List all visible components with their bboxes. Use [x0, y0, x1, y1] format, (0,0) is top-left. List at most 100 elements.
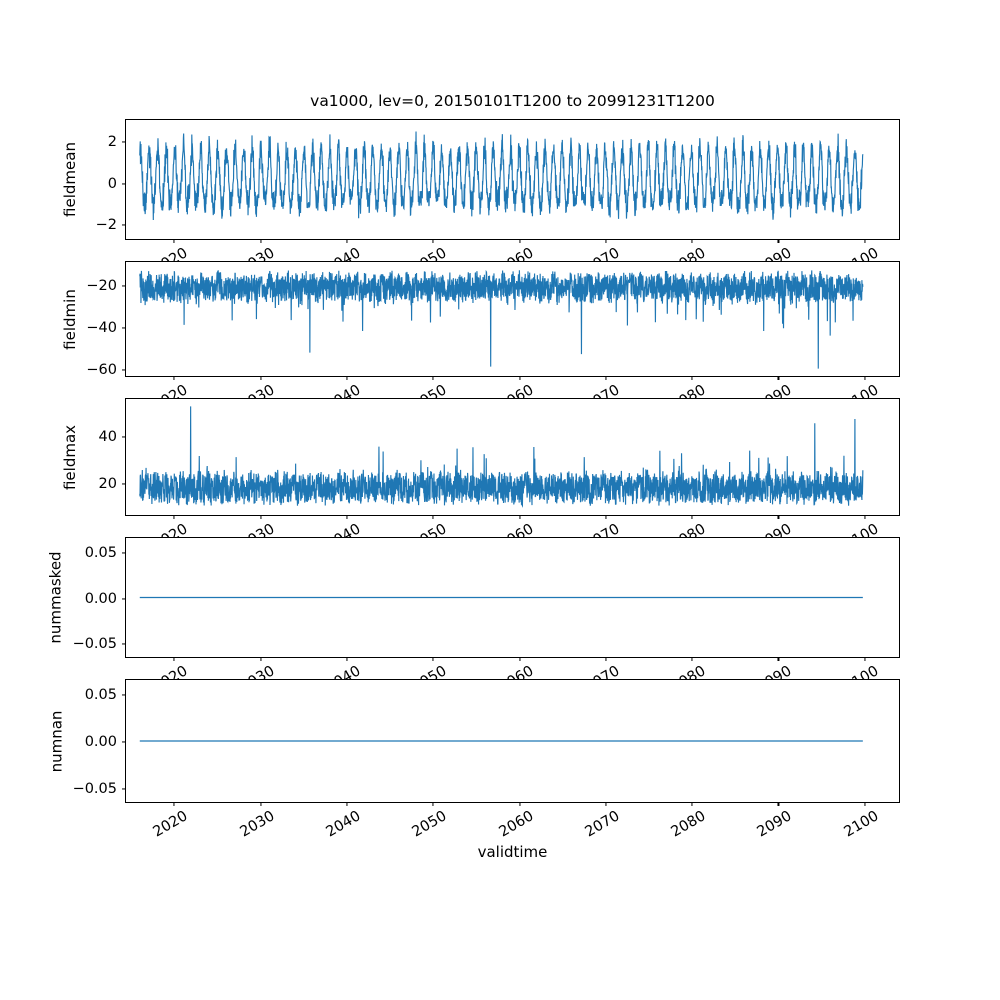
subplot-nummasked: −0.050.000.05nummasked202020302040205020…	[47, 537, 900, 695]
x-tick-mark	[432, 239, 434, 244]
x-tick-mark	[518, 657, 521, 662]
x-tick-mark	[777, 657, 779, 662]
y-tick-mark	[121, 643, 126, 645]
x-tick-mark	[173, 802, 175, 807]
series-line	[140, 132, 863, 221]
y-axis-label-fieldmax: fieldmax	[60, 424, 79, 490]
y-tick-mark	[121, 369, 126, 371]
x-tick-mark	[605, 239, 607, 244]
x-tick-label: 2020	[150, 808, 191, 841]
series-line	[140, 406, 863, 505]
x-tick-mark	[260, 657, 262, 662]
y-tick-mark	[121, 597, 126, 600]
plot-area-fieldmean	[126, 120, 899, 239]
y-axis-label-numnan: numnan	[47, 710, 66, 772]
subplot-numnan: −0.05 0.00 0.05 numnan 2020 2030 2040 2050 2060 2…	[47, 679, 900, 840]
x-tick-label: 2070	[582, 808, 623, 841]
x-axis-label: validtime	[477, 843, 548, 861]
y-tick-label: 0.00	[84, 733, 117, 750]
x-tick-mark	[518, 239, 521, 244]
plot-area-fieldmin	[126, 262, 899, 376]
y-tick-mark	[121, 285, 126, 287]
y-tick-label: 2	[107, 133, 117, 150]
y-tick-label: 20	[98, 475, 117, 492]
x-tick-mark	[173, 239, 175, 244]
x-tick-mark	[864, 239, 866, 244]
x-tick-mark	[173, 657, 175, 662]
x-tick-mark	[864, 802, 866, 807]
y-tick-label: −0.05	[72, 780, 117, 797]
y-tick-label: −40	[86, 319, 117, 336]
x-tick-mark	[518, 376, 521, 381]
y-axis-label-fieldmean: fieldmean	[61, 142, 80, 217]
figure-title: va1000, lev=0, 20150101T1200 to 20991231…	[310, 92, 715, 110]
x-tick-mark	[777, 515, 779, 520]
x-tick-mark	[173, 376, 175, 381]
x-tick-mark	[346, 376, 348, 381]
x-tick-mark	[605, 376, 607, 381]
y-tick-mark	[121, 741, 126, 743]
x-tick-mark	[691, 239, 693, 244]
y-tick-mark	[121, 141, 126, 143]
x-tick-label: 2100	[841, 808, 882, 841]
y-tick-label: −0.05	[72, 636, 117, 653]
y-tick-mark	[121, 694, 126, 696]
x-tick-mark	[864, 657, 866, 662]
x-tick-mark	[432, 802, 434, 807]
x-tick-mark	[260, 239, 262, 244]
x-tick-mark	[260, 515, 262, 520]
x-tick-mark	[777, 239, 779, 244]
y-axis-label-fieldmin: fieldmin	[61, 288, 80, 350]
y-tick-mark	[121, 436, 126, 438]
y-tick-label: 0.05	[84, 686, 117, 703]
x-tick-mark	[777, 376, 779, 381]
x-tick-label: 2060	[496, 808, 537, 841]
x-tick-mark	[173, 515, 175, 520]
x-tick-mark	[432, 657, 434, 662]
y-axis-label-nummasked: nummasked	[46, 551, 65, 644]
x-tick-mark	[432, 376, 434, 381]
x-tick-mark	[518, 515, 521, 520]
x-tick-mark	[777, 802, 779, 807]
y-tick-mark	[121, 483, 126, 485]
y-tick-mark	[121, 183, 126, 185]
x-tick-mark	[260, 376, 262, 381]
x-tick-mark	[432, 515, 434, 520]
x-tick-label: 2080	[668, 808, 709, 841]
x-tick-mark	[605, 802, 607, 807]
plot-area-fieldmax	[126, 399, 899, 515]
y-tick-label: 40	[98, 428, 117, 445]
x-tick-label: 2050	[409, 808, 450, 841]
x-tick-label: 2090	[754, 808, 795, 841]
plot-area-nummasked	[126, 538, 899, 657]
y-tick-label: −20	[86, 277, 117, 294]
x-tick-mark	[605, 657, 607, 662]
series-line	[140, 270, 863, 368]
y-tick-label: −60	[86, 361, 117, 378]
x-tick-mark	[864, 376, 866, 381]
x-tick-mark	[864, 515, 866, 520]
y-tick-mark	[121, 552, 126, 554]
x-tick-label: 2040	[323, 808, 364, 841]
x-tick-mark	[691, 376, 693, 381]
x-tick-mark	[691, 657, 693, 662]
y-tick-label: 0.00	[84, 590, 117, 607]
x-tick-mark	[346, 239, 348, 244]
plot-area-numnan	[126, 680, 899, 802]
y-tick-mark	[121, 224, 126, 226]
x-tick-mark	[260, 802, 262, 807]
y-tick-label: −2	[95, 217, 117, 234]
x-tick-mark	[346, 802, 348, 807]
x-tick-mark	[346, 657, 348, 662]
x-tick-label: 2030	[237, 808, 278, 841]
y-tick-mark	[121, 327, 126, 329]
x-tick-mark	[518, 802, 521, 807]
x-tick-mark	[605, 515, 607, 520]
y-tick-mark	[121, 788, 126, 790]
subplot-fieldmax: 2040fieldmax2020203020402050206020702080…	[61, 398, 900, 553]
x-tick-mark	[691, 802, 693, 807]
subplot-fieldmin: −60−40−20fieldmin20202030204020502060207…	[61, 261, 900, 414]
x-tick-mark	[691, 515, 693, 520]
y-tick-label: 0	[107, 175, 117, 192]
